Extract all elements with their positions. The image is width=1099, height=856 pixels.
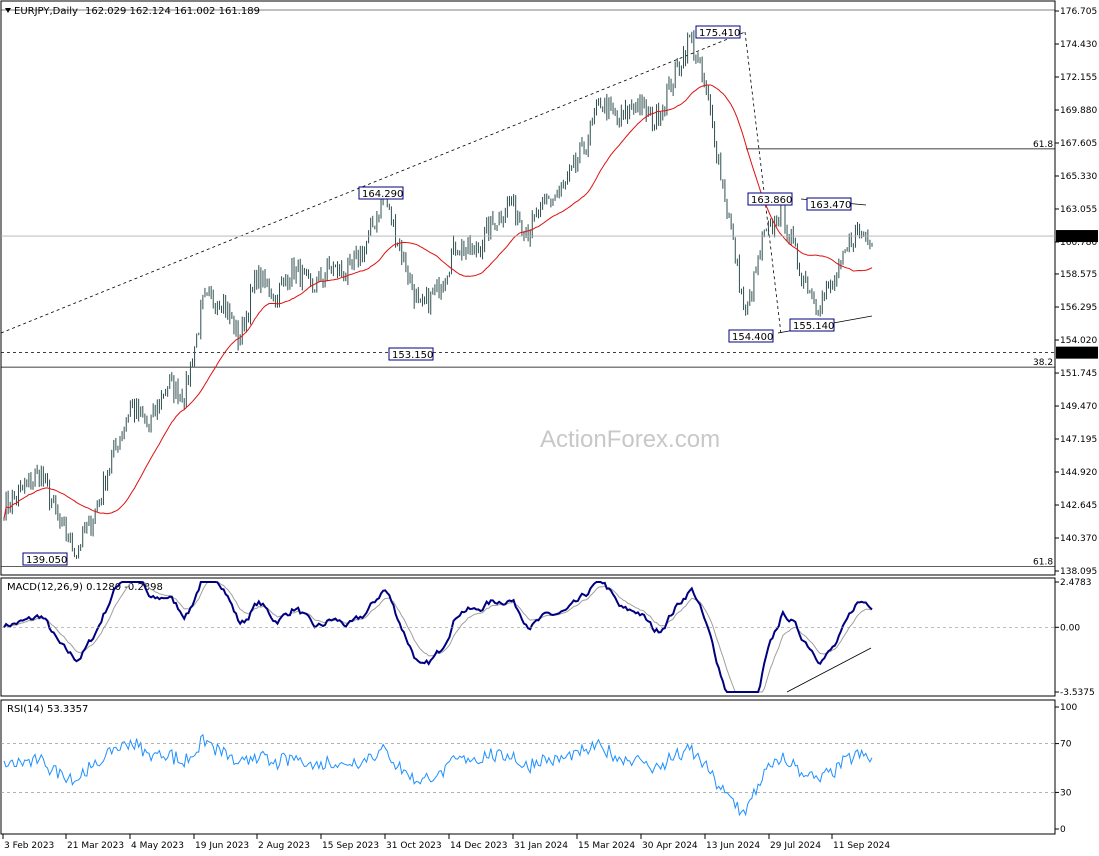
x-tick-label: 30 Apr 2024 <box>642 841 698 851</box>
y-tick-label: 142.645 <box>1060 501 1097 511</box>
price-panel <box>0 0 1056 576</box>
level-label: 61.8 <box>1033 140 1053 150</box>
price-bars <box>3 30 873 559</box>
pivot-box <box>695 25 741 39</box>
macd-panel <box>0 577 1056 697</box>
rsi-tick-label: 100 <box>1060 703 1077 713</box>
rsi-title: RSI(14) 53.3357 <box>7 704 88 715</box>
y-tick-label: 172.155 <box>1060 73 1097 83</box>
x-tick-label: 2 Aug 2023 <box>258 841 310 851</box>
pivot-label: 163.470 <box>810 200 851 211</box>
y-tick-label: 160.780 <box>1060 238 1097 248</box>
fib-trendline <box>744 31 782 335</box>
level-label: 38.2 <box>1033 358 1053 368</box>
pivot-label: 155.140 <box>793 321 834 332</box>
macd-tick-label: -3.5375 <box>1060 688 1095 698</box>
level-badge <box>1056 346 1098 359</box>
x-tick-label: 31 Oct 2023 <box>386 841 442 851</box>
x-tick-label: 3 Feb 2023 <box>4 841 54 851</box>
y-tick-label: 156.295 <box>1060 303 1097 313</box>
chart-title: EURJPY,Daily 162.029 162.124 161.002 161… <box>5 6 260 17</box>
watermark: ActionForex.com <box>540 426 720 453</box>
price-axis: 176.705 174.430 172.155 169.880 167.605 165.3… <box>1055 7 1097 577</box>
channel-trendline <box>0 31 746 334</box>
y-tick-label: 151.745 <box>1060 369 1097 379</box>
rsi-axis: 100 70 30 0 <box>1 703 1077 835</box>
macd-axis: 2.4783 0.00 -3.5375 <box>1 578 1095 698</box>
pivot-box <box>728 329 774 343</box>
signal-line <box>3 581 873 693</box>
level-lines: 61.8 153.150 38.2 61.8 <box>1 140 1098 568</box>
level-label: 61.8 <box>1033 558 1053 568</box>
y-tick-label: 138.095 <box>1060 567 1097 577</box>
pivot-box <box>22 552 68 566</box>
pivot-labels: 139.050 164.290 153.150 175.410 154.400 163.8… <box>22 25 852 566</box>
pivot-label: 153.150 <box>392 350 433 361</box>
y-tick-label: 147.195 <box>1060 435 1097 445</box>
pivot-label: 163.860 <box>751 195 792 206</box>
rsi-panel <box>0 699 1056 835</box>
current-price-label: 161.189 <box>1059 232 1096 242</box>
y-tick-label: 154.020 <box>1060 336 1097 346</box>
pivot-box <box>388 347 434 361</box>
macd-line <box>3 581 873 693</box>
pivot-label: 175.410 <box>699 28 740 39</box>
y-tick-label: 174.430 <box>1060 40 1097 50</box>
ohlc-label: 162.029 162.124 161.002 161.189 <box>85 6 260 17</box>
y-tick-label: 158.575 <box>1060 270 1097 280</box>
y-tick-label: 167.605 <box>1060 139 1097 149</box>
macd-trendline <box>786 647 872 693</box>
x-tick-label: 14 Dec 2023 <box>450 841 508 851</box>
y-tick-label: 163.055 <box>1060 205 1097 215</box>
macd-tick-label: 2.4783 <box>1060 578 1092 588</box>
macd-title: MACD(12,26,9) 0.1280 -0.2898 <box>7 582 163 593</box>
x-axis: 3 Feb 2023 21 Mar 2023 4 May 2023 19 Jun 20… <box>2 834 890 851</box>
rsi-line <box>3 733 873 817</box>
pivot-label: 154.400 <box>732 332 773 343</box>
pivot-label: 164.290 <box>362 189 403 200</box>
y-tick-label: 144.920 <box>1060 468 1097 478</box>
symbol-label: EURJPY,Daily <box>14 6 78 17</box>
rsi-tick-label: 0 <box>1060 825 1066 835</box>
pivot-box <box>358 186 404 200</box>
y-tick-label: 169.880 <box>1060 106 1097 116</box>
moving-average <box>3 84 873 519</box>
pivot-box <box>789 318 835 332</box>
pivot-box <box>747 192 793 206</box>
level-badge-label: 153.150 <box>1059 349 1096 359</box>
macd-lines <box>3 581 873 693</box>
rsi-tick-label: 30 <box>1060 788 1072 798</box>
pivot-box <box>806 197 852 211</box>
x-tick-label: 21 Mar 2023 <box>67 841 124 851</box>
x-tick-label: 4 May 2023 <box>131 841 184 851</box>
x-tick-label: 15 Mar 2024 <box>578 841 635 851</box>
x-tick-label: 13 Jun 2024 <box>706 841 760 851</box>
rsi-tick-label: 70 <box>1060 740 1072 750</box>
x-tick-label: 15 Sep 2023 <box>322 841 379 851</box>
macd-tick-label: 0.00 <box>1060 623 1080 633</box>
rsi-line <box>3 733 873 817</box>
x-tick-label: 11 Sep 2024 <box>833 841 890 851</box>
current-price: 161.189 <box>1 230 1098 243</box>
x-tick-label: 19 Jun 2023 <box>195 841 249 851</box>
y-tick-label: 140.370 <box>1060 534 1097 544</box>
y-tick-label: 165.330 <box>1060 172 1097 182</box>
y-tick-label: 176.705 <box>1060 7 1097 17</box>
ma-line <box>3 84 873 519</box>
x-tick-label: 29 Jul 2024 <box>770 841 821 851</box>
y-tick-label: 149.470 <box>1060 402 1097 412</box>
x-tick-label: 31 Jan 2024 <box>514 841 568 851</box>
pivot-label: 139.050 <box>26 555 67 566</box>
current-price-badge <box>1056 230 1098 243</box>
collapse-triangle-icon[interactable] <box>5 8 11 13</box>
